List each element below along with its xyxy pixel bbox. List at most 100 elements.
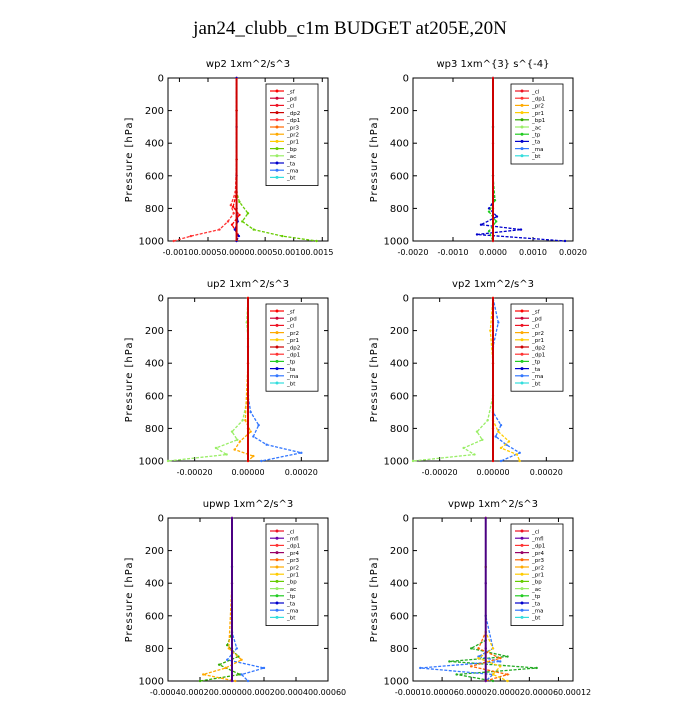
legend-label: _bp xyxy=(286,147,297,153)
legend-label: _cl xyxy=(531,324,540,330)
legend-marker xyxy=(520,608,524,612)
legend-marker xyxy=(275,615,279,619)
series-point xyxy=(495,215,499,218)
y-axis-label: Pressure [hPa] xyxy=(369,337,380,423)
series-line xyxy=(412,298,494,462)
legend-label: _pd xyxy=(531,317,542,323)
legend-label: _ma xyxy=(531,147,543,153)
figure-title: jan24_clubb_c1m BUDGET at205E,20N xyxy=(193,18,507,39)
series-point xyxy=(473,453,476,456)
y-tick-label: 600 xyxy=(145,611,164,622)
series-point xyxy=(487,207,491,210)
legend-label: _ta xyxy=(286,601,295,607)
series-line xyxy=(167,297,249,462)
legend-marker xyxy=(520,352,524,356)
legend-marker xyxy=(275,168,279,172)
legend-label: _ac xyxy=(286,587,296,593)
series-point xyxy=(218,663,221,666)
series-point xyxy=(231,205,235,208)
legend-marker xyxy=(520,572,524,576)
series-point xyxy=(315,239,318,243)
legend-marker xyxy=(520,374,524,378)
x-tick-label: 0.0000 xyxy=(479,248,507,257)
series-point xyxy=(246,212,250,215)
y-tick-label: 1000 xyxy=(384,677,409,688)
legend-marker xyxy=(275,367,279,371)
series-point xyxy=(246,679,250,683)
series-point xyxy=(224,666,227,670)
plot-frame xyxy=(167,77,329,242)
legend-label: _pr1 xyxy=(531,573,544,579)
legend-marker xyxy=(275,96,279,100)
series-point xyxy=(518,451,521,455)
legend-label: _pd xyxy=(286,97,297,103)
legend-marker xyxy=(275,579,279,583)
legend-marker xyxy=(275,594,279,598)
series-point xyxy=(491,673,495,676)
series-point xyxy=(493,199,497,202)
series-point xyxy=(238,200,241,204)
series-point xyxy=(241,220,244,223)
legend-label: _ma xyxy=(531,609,543,615)
series-point xyxy=(237,234,241,238)
legend-label: _bt xyxy=(531,616,541,622)
legend-marker xyxy=(275,132,279,136)
legend-label: _cl xyxy=(531,529,540,535)
y-tick-label: 800 xyxy=(145,424,164,435)
legend-marker xyxy=(520,118,524,122)
legend-label: _pr1 xyxy=(531,338,544,344)
series-point xyxy=(202,673,205,676)
chart-title: wp3 1xm^{3} s^{-4} xyxy=(436,59,549,70)
y-tick-label: 0 xyxy=(158,514,164,525)
legend-marker xyxy=(275,154,279,158)
series-point xyxy=(249,410,252,414)
series-point xyxy=(214,446,218,450)
series-point xyxy=(535,666,538,670)
y-tick-label: 400 xyxy=(390,579,409,590)
legend-label: _bt xyxy=(531,154,541,160)
legend-label: _pr1 xyxy=(531,111,544,117)
legend-label: _ac xyxy=(531,587,541,593)
legend-marker xyxy=(275,111,279,115)
legend-label: _pr2 xyxy=(286,133,299,139)
panel-vpwp: vpwp 1xm^2/s^3 0 200 400 600 800 1000 Pressure … xyxy=(369,499,591,697)
x-tick-label: 0.00000 xyxy=(231,468,264,477)
legend-marker xyxy=(520,529,524,533)
legend-marker xyxy=(275,89,279,93)
series-line xyxy=(199,518,243,682)
legend-marker xyxy=(275,359,279,363)
legend-label: _pr1 xyxy=(286,140,299,146)
series-point xyxy=(515,453,519,456)
series-point xyxy=(469,665,473,668)
x-tick-label: 0.0020 xyxy=(559,248,587,257)
panel-vp2: vp2 1xm^2/s^3 0 200 400 600 800 1000 Pressure [… xyxy=(369,279,574,477)
legend-label: _dp1 xyxy=(286,353,300,359)
legend-label: _pr4 xyxy=(286,551,300,557)
legend-label: _ta xyxy=(531,601,540,607)
legend-marker xyxy=(520,543,524,547)
panel-upwp: upwp 1xm^2/s^3 0 200 400 600 800 1000 Pressure … xyxy=(124,499,346,697)
legend-label: _cl xyxy=(531,89,540,95)
legend-label: _sf xyxy=(286,309,296,315)
y-tick-label: 200 xyxy=(390,546,409,557)
series-point xyxy=(244,419,247,422)
series-point xyxy=(491,647,495,650)
legend-marker xyxy=(275,161,279,165)
legend-label: _tp xyxy=(286,360,296,366)
legend-marker xyxy=(520,96,524,100)
legend-marker xyxy=(520,338,524,342)
series-point xyxy=(448,660,451,663)
series-point xyxy=(249,430,252,433)
series-point xyxy=(226,220,230,223)
panel-up2: up2 1xm^2/s^3 0 200 400 600 800 1000 Pressure [… xyxy=(124,279,329,477)
series-point xyxy=(499,423,503,427)
series-point xyxy=(189,234,193,238)
legend-marker xyxy=(275,587,279,591)
legend-label: _pr3 xyxy=(286,125,300,131)
series-point xyxy=(198,679,202,683)
legend-marker xyxy=(275,608,279,612)
legend-label: _dp1 xyxy=(531,353,545,359)
legend-label: _tp xyxy=(531,594,541,600)
y-tick-label: 600 xyxy=(145,391,164,402)
legend-label: _ta xyxy=(531,367,540,373)
